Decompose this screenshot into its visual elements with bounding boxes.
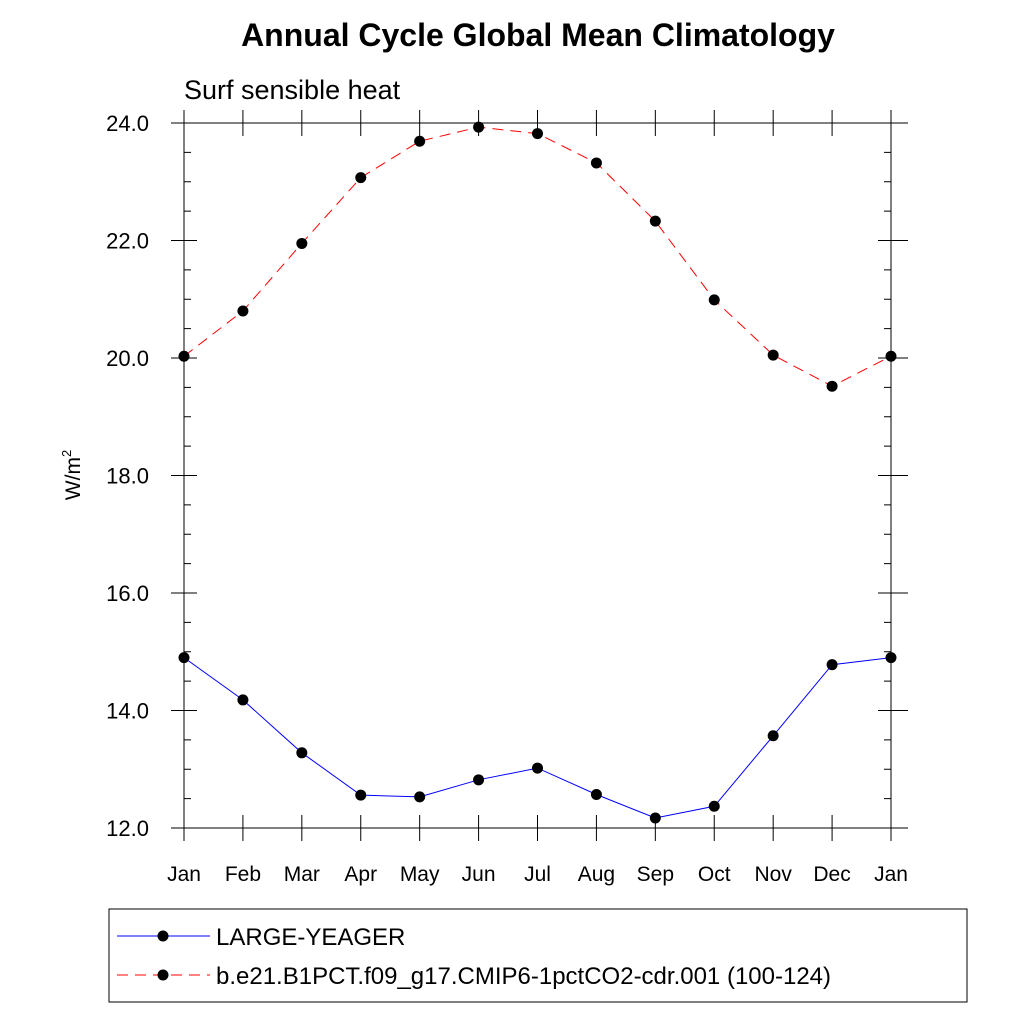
y-tick-labels: 12.0 14.0 16.0 18.0 20.0 22.0 24.0	[106, 111, 149, 841]
x-tick-label: Feb	[225, 863, 261, 886]
legend-marker	[157, 969, 169, 981]
x-tick-label: Dec	[813, 863, 850, 886]
y-axis-unit: W/m	[62, 457, 85, 500]
x-tick-label: Apr	[344, 863, 377, 886]
data-point	[296, 237, 308, 249]
legend-items: LARGE-YEAGER b.e21.B1PCT.f09_g17.CMIP6-1p…	[117, 924, 831, 990]
data-point	[414, 135, 426, 147]
data-point	[237, 694, 249, 706]
data-point	[767, 349, 779, 361]
data-point	[708, 800, 720, 812]
y-tick-label: 16.0	[106, 581, 149, 606]
y-tick-label: 12.0	[106, 816, 149, 841]
plot-frame	[183, 122, 892, 829]
y-axis-unit-exponent: 2	[59, 450, 74, 457]
data-point	[355, 789, 367, 801]
x-tick-label: Mar	[284, 863, 320, 886]
x-tick-label: Jan	[874, 863, 908, 886]
data-point	[473, 121, 485, 133]
series-line-1	[183, 657, 892, 819]
series-layer	[178, 121, 897, 824]
data-point	[826, 659, 838, 671]
y-tick-label: 20.0	[106, 346, 149, 371]
y-tick-label: 22.0	[106, 229, 149, 254]
x-tick-label: Oct	[698, 863, 731, 886]
x-tick-label: Sep	[637, 863, 674, 886]
data-point	[237, 305, 249, 317]
legend-label: b.e21.B1PCT.f09_g17.CMIP6-1pctCO2-cdr.00…	[216, 963, 831, 990]
data-point	[296, 747, 308, 759]
ticks-layer	[171, 110, 908, 841]
data-point	[708, 294, 720, 306]
y-tick-label: 14.0	[106, 699, 149, 724]
chart-title: Annual Cycle Global Mean Climatology	[241, 17, 835, 53]
data-point	[532, 762, 543, 774]
data-point	[590, 157, 602, 169]
data-point	[590, 789, 602, 801]
legend-box	[108, 908, 968, 1003]
data-point	[473, 774, 485, 786]
svg-text:W/m2: W/m2	[59, 450, 85, 500]
y-tick-label: 18.0	[106, 464, 149, 489]
data-point	[649, 812, 661, 824]
data-point	[532, 128, 543, 140]
x-tick-label: Aug	[578, 863, 615, 886]
x-tick-labels: Jan Feb Mar Apr May Jun Jul Aug Sep Oct Nov Dec Jan	[167, 863, 908, 886]
x-tick-label: Jul	[524, 863, 551, 886]
x-tick-label: May	[400, 863, 440, 886]
legend: LARGE-YEAGER b.e21.B1PCT.f09_g17.CMIP6-1p…	[108, 908, 968, 1003]
chart-subtitle: Surf sensible heat	[184, 75, 401, 105]
x-tick-label: Jan	[167, 863, 201, 886]
data-point	[355, 172, 367, 184]
data-point	[649, 215, 661, 227]
data-point	[767, 730, 779, 742]
x-tick-label: Jun	[462, 863, 496, 886]
data-point	[414, 791, 426, 803]
data-point	[826, 380, 838, 392]
series-line-2	[183, 126, 892, 387]
legend-label: LARGE-YEAGER	[216, 924, 405, 951]
y-axis-title: W/m2	[59, 450, 85, 500]
x-tick-label: Nov	[754, 863, 792, 886]
y-tick-label: 24.0	[106, 111, 149, 136]
legend-marker	[157, 930, 169, 942]
